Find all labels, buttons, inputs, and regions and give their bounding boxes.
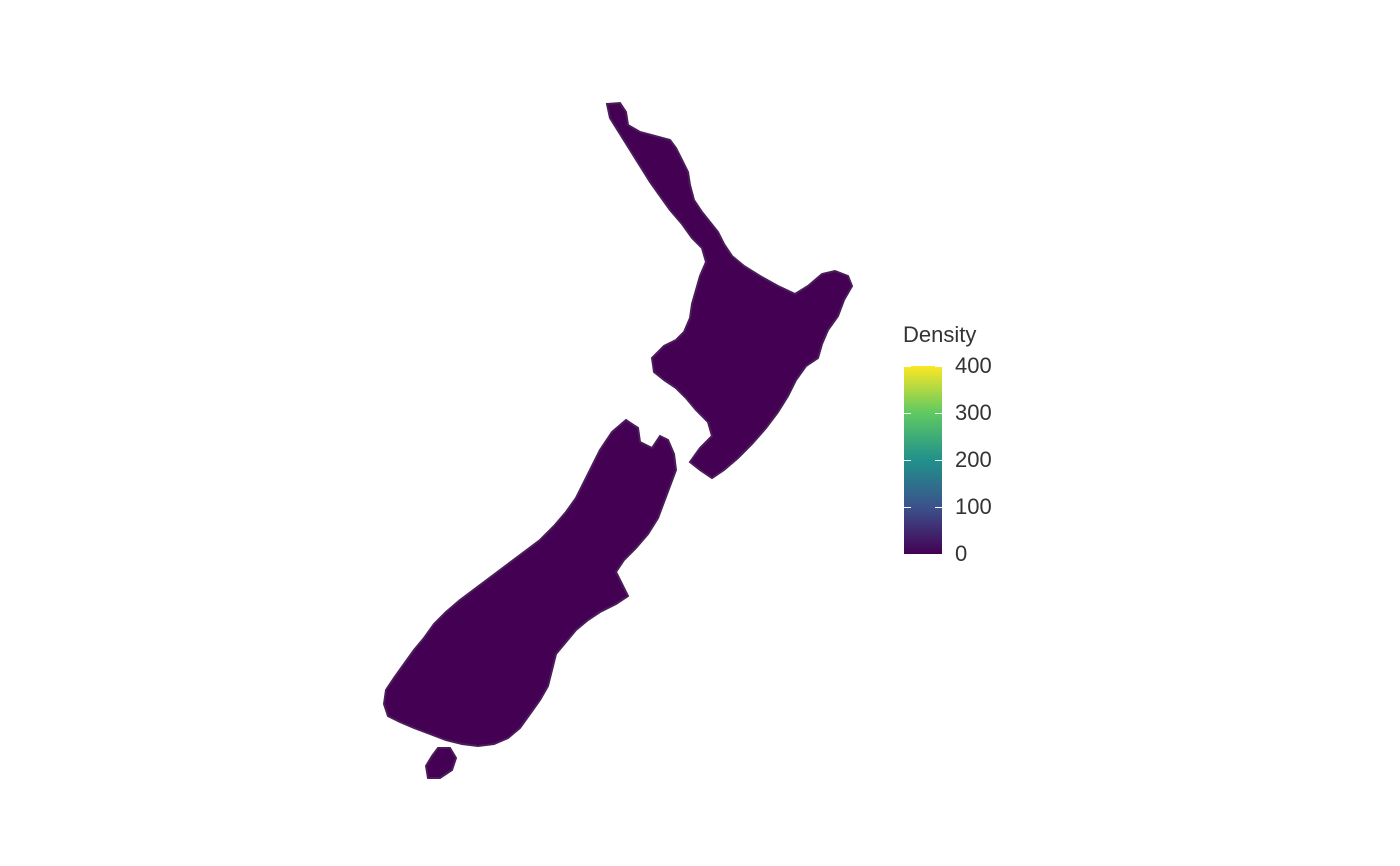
legend-tick-label: 100 <box>955 494 992 519</box>
legend-tick-mark <box>904 507 911 508</box>
density-legend: Density 0 100 200 300 400 <box>903 322 1043 566</box>
legend-tick-mark <box>935 413 942 414</box>
legend-tick-label: 0 <box>955 541 968 566</box>
south-island <box>383 419 677 747</box>
stewart-island <box>425 747 457 779</box>
legend-tick-mark <box>935 507 942 508</box>
legend-tick-label: 300 <box>955 400 992 425</box>
legend-tick-mark <box>935 554 942 555</box>
legend-tick-label: 400 <box>955 353 992 378</box>
legend-tick-mark <box>904 554 911 555</box>
legend-tick-mark <box>935 366 942 367</box>
legend-tick-mark <box>904 460 911 461</box>
legend-tick-mark <box>935 460 942 461</box>
legend-tick-mark <box>904 366 911 367</box>
legend-tick-mark <box>904 413 911 414</box>
north-island <box>606 102 853 479</box>
legend-tick-label: 200 <box>955 447 992 472</box>
legend-title: Density <box>903 322 977 347</box>
